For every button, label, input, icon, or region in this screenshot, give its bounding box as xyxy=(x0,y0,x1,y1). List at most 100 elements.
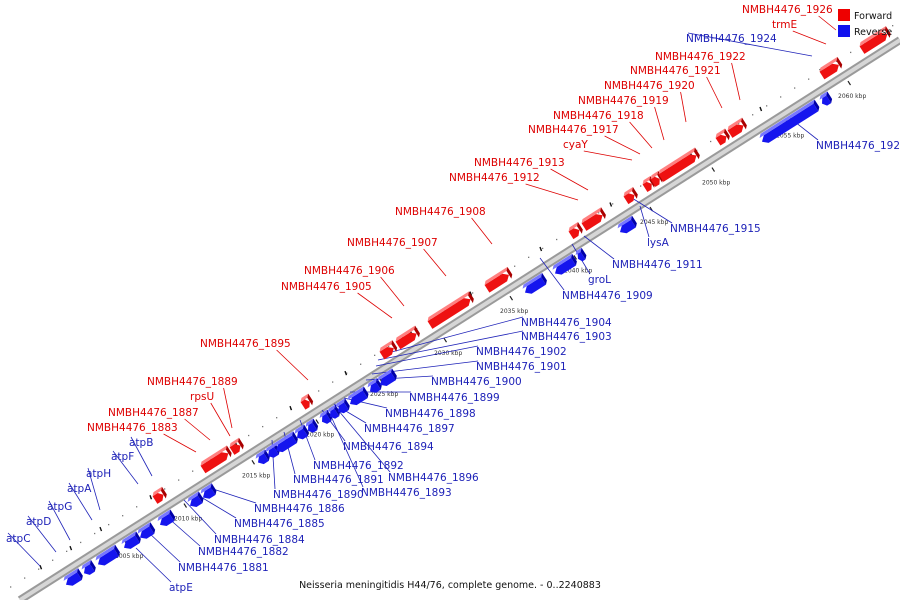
gene-label-nmbh4476-1893[interactable]: NMBH4476_1893 xyxy=(361,487,452,499)
gene-arrow-r3[interactable] xyxy=(120,531,142,551)
gene-arrow-r5[interactable] xyxy=(156,509,177,528)
gene-arrow-r17[interactable] xyxy=(366,377,383,395)
gene-label-nmbh4476-1924[interactable]: NMBH4476_1924 xyxy=(686,33,777,45)
gene-arrow-r22[interactable] xyxy=(616,215,638,236)
gene-arrow-r10[interactable] xyxy=(272,431,300,455)
gene-label-nmbh4476-1923[interactable]: NMBH4476_1923 xyxy=(816,140,900,152)
scale-tick-label: 2020 kbp xyxy=(306,432,334,439)
gene-arrow-f10[interactable] xyxy=(622,187,639,205)
gene-arrow-f16[interactable] xyxy=(818,56,844,80)
gene-arrow-r15[interactable] xyxy=(334,398,351,415)
gene-arrow-r16[interactable] xyxy=(346,386,370,407)
gene-label-nmbh4476-1913[interactable]: NMBH4476_1913 xyxy=(474,157,565,169)
gene-label-nmbh4476-1905[interactable]: NMBH4476_1905 xyxy=(281,281,372,293)
gene-label-nmbh4476-1908[interactable]: NMBH4476_1908 xyxy=(395,206,486,218)
gene-arrow-f4[interactable] xyxy=(378,340,399,360)
gene-arrow-r18[interactable] xyxy=(376,368,398,388)
gene-label-nmbh4476-1900[interactable]: NMBH4476_1900 xyxy=(431,376,522,388)
gene-label-nmbh4476-1920[interactable]: NMBH4476_1920 xyxy=(604,80,695,92)
gene-arrow-r8[interactable] xyxy=(254,449,271,466)
gene-label-nmbh4476-1901[interactable]: NMBH4476_1901 xyxy=(476,361,567,373)
gene-label-nmbh4476-1912[interactable]: NMBH4476_1912 xyxy=(449,172,540,184)
gene-label-nmbh4476-1896[interactable]: NMBH4476_1896 xyxy=(388,472,479,484)
gene-arrow-f17[interactable] xyxy=(858,26,892,54)
gene-arrow-f14[interactable] xyxy=(714,128,731,146)
gene-label-nmbh4476-1881[interactable]: NMBH4476_1881 xyxy=(178,562,269,574)
gene-label-nmbh4476-1919[interactable]: NMBH4476_1919 xyxy=(578,95,669,107)
gene-arrow-r0[interactable] xyxy=(62,568,84,588)
gene-label-nmbh4476-1890[interactable]: NMBH4476_1890 xyxy=(273,489,364,501)
gene-arrow-f13[interactable] xyxy=(657,147,701,182)
gene-label-atpc[interactable]: atpC xyxy=(6,533,31,545)
gene-arrow-f8[interactable] xyxy=(567,222,584,240)
gene-arrow-f0[interactable] xyxy=(151,486,168,504)
gene-arrow-r1[interactable] xyxy=(80,559,97,577)
gene-label-lysa[interactable]: lysA xyxy=(647,237,670,249)
gene-label-atpe[interactable]: atpE xyxy=(169,582,193,594)
gene-arrow-r11[interactable] xyxy=(293,424,310,441)
gene-arrow-r19[interactable] xyxy=(521,272,549,297)
gene-label-atpa[interactable]: atpA xyxy=(67,483,92,495)
legend-forward-label: Forward xyxy=(854,11,892,22)
gene-label-nmbh4476-1891[interactable]: NMBH4476_1891 xyxy=(293,474,384,486)
gene-label-nmbh4476-1902[interactable]: NMBH4476_1902 xyxy=(476,346,567,358)
gene-label-nmbh4476-1897[interactable]: NMBH4476_1897 xyxy=(364,423,455,435)
gene-arrow-r20[interactable] xyxy=(551,253,579,278)
gene-label-nmbh4476-1898[interactable]: NMBH4476_1898 xyxy=(385,408,476,420)
gene-label-nmbh4476-1882[interactable]: NMBH4476_1882 xyxy=(198,546,289,558)
gene-arrow-f7[interactable] xyxy=(483,266,514,293)
gene-label-cyay[interactable]: cyaY xyxy=(563,139,588,151)
gene-label-atpf[interactable]: atpF xyxy=(111,451,134,463)
gene-label-nmbh4476-1907[interactable]: NMBH4476_1907 xyxy=(347,237,438,249)
gene-arrow-r6[interactable] xyxy=(186,491,205,509)
gene-arrow-r24[interactable] xyxy=(818,91,834,107)
gene-arrow-r2[interactable] xyxy=(94,544,122,569)
scale-tick-label: 2055 kbp xyxy=(776,132,804,139)
gene-label-nmbh4476-1895[interactable]: NMBH4476_1895 xyxy=(200,338,291,350)
gene-arrow-r12[interactable] xyxy=(304,418,320,434)
gene-label-nmbh4476-1903[interactable]: NMBH4476_1903 xyxy=(521,331,612,343)
gene-label-atpb[interactable]: atpB xyxy=(129,437,153,449)
gene-arrow-f9[interactable] xyxy=(580,207,608,231)
gene-label-nmbh4476-1885[interactable]: NMBH4476_1885 xyxy=(234,518,325,530)
gene-features xyxy=(62,26,892,588)
scale-tick-label: 2005 kbp xyxy=(115,553,143,560)
gene-label-nmbh4476-1915[interactable]: NMBH4476_1915 xyxy=(670,223,761,235)
gene-label-nmbh4476-1884[interactable]: NMBH4476_1884 xyxy=(214,534,305,546)
gene-label-nmbh4476-1921[interactable]: NMBH4476_1921 xyxy=(630,65,721,77)
gene-arrow-r21[interactable] xyxy=(574,247,588,263)
gene-label-nmbh4476-1894[interactable]: NMBH4476_1894 xyxy=(343,441,434,453)
gene-label-nmbh4476-1889[interactable]: NMBH4476_1889 xyxy=(147,376,238,388)
gene-arrow-f3[interactable] xyxy=(299,393,315,410)
gene-label-grol[interactable]: groL xyxy=(588,274,611,286)
scale-tick-label: 2040 kbp xyxy=(564,267,592,274)
gene-label-nmbh4476-1917[interactable]: NMBH4476_1917 xyxy=(528,124,619,136)
gene-label-atpd[interactable]: atpD xyxy=(26,516,51,528)
gene-label-nmbh4476-1899[interactable]: NMBH4476_1899 xyxy=(409,392,500,404)
gene-label-nmbh4476-1926[interactable]: NMBH4476_1926 xyxy=(742,4,833,16)
gene-arrow-f1[interactable] xyxy=(199,445,233,474)
gene-arrow-f6[interactable] xyxy=(426,291,475,329)
gene-label-nmbh4476-1887[interactable]: NMBH4476_1887 xyxy=(108,407,199,419)
gene-label-nmbh4476-1892[interactable]: NMBH4476_1892 xyxy=(313,460,404,472)
gene-arrow-r7[interactable] xyxy=(199,483,218,501)
gene-label-nmbh4476-1918[interactable]: NMBH4476_1918 xyxy=(553,110,644,122)
gene-label-trme[interactable]: trmE xyxy=(772,19,797,31)
scale-tick-label: 2050 kbp xyxy=(702,180,730,187)
gene-label-nmbh4476-1906[interactable]: NMBH4476_1906 xyxy=(304,265,395,277)
gene-arrow-f2[interactable] xyxy=(228,437,245,455)
gene-label-rpsu[interactable]: rpsU xyxy=(190,391,214,403)
gene-arrow-r4[interactable] xyxy=(136,522,157,541)
gene-label-nmbh4476-1909[interactable]: NMBH4476_1909 xyxy=(562,290,653,302)
gene-label-nmbh4476-1922[interactable]: NMBH4476_1922 xyxy=(655,51,746,63)
gene-label-nmbh4476-1904[interactable]: NMBH4476_1904 xyxy=(521,317,612,329)
gene-arrow-f15[interactable] xyxy=(726,117,748,138)
gene-label-nmbh4476-1911[interactable]: NMBH4476_1911 xyxy=(612,259,703,271)
gene-label-atph[interactable]: atpH xyxy=(86,468,111,480)
gene-arrow-f5[interactable] xyxy=(394,325,422,350)
scale-tick-label: 2060 kbp xyxy=(838,93,866,100)
gene-arrow-r23[interactable] xyxy=(758,99,821,145)
gene-label-atpg[interactable]: atpG xyxy=(47,501,72,513)
gene-label-nmbh4476-1886[interactable]: NMBH4476_1886 xyxy=(254,503,345,515)
gene-label-nmbh4476-1883[interactable]: NMBH4476_1883 xyxy=(87,422,178,434)
